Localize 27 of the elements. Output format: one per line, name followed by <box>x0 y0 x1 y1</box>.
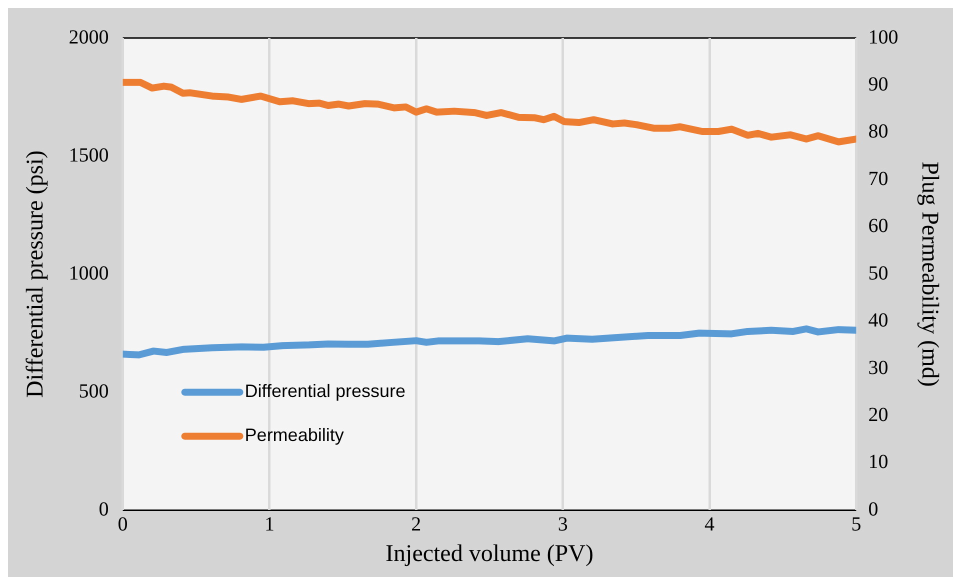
y-tick-label: 2000 <box>68 26 109 48</box>
y2-tick-label: 20 <box>868 404 888 426</box>
y2-tick-label: 90 <box>868 73 888 96</box>
y2-tick-label: 100 <box>868 26 898 48</box>
x-tick-label: 5 <box>851 513 862 536</box>
x-tick-label: 0 <box>118 513 128 536</box>
x-tick-label: 4 <box>704 513 715 536</box>
x-tick-label: 3 <box>558 513 568 536</box>
x-tick-label: 1 <box>264 513 274 536</box>
y2-tick-label: 10 <box>868 451 888 474</box>
y2-tick-label: 30 <box>868 356 888 379</box>
y2-tick-label: 0 <box>868 498 878 520</box>
y2-tick-label: 80 <box>868 120 888 143</box>
y2-axis-title: Plug Permeability (md) <box>916 161 942 387</box>
y-tick-label: 1000 <box>68 262 109 284</box>
y-axis-title: Differential pressure (psi) <box>22 150 49 398</box>
y-tick-label: 1500 <box>68 144 109 166</box>
y-tick-label: 0 <box>98 498 109 520</box>
y-tick-label: 500 <box>78 380 109 402</box>
y2-tick-label: 70 <box>868 168 888 190</box>
legend-label: Permeability <box>244 425 344 446</box>
y2-tick-label: 50 <box>868 262 888 284</box>
y2-tick-label: 40 <box>868 310 888 332</box>
x-axis-title: Injected volume (PV) <box>386 540 594 567</box>
x-tick-label: 2 <box>411 513 422 536</box>
y2-tick-label: 60 <box>868 215 888 238</box>
legend-label: Differential pressure <box>244 381 406 402</box>
